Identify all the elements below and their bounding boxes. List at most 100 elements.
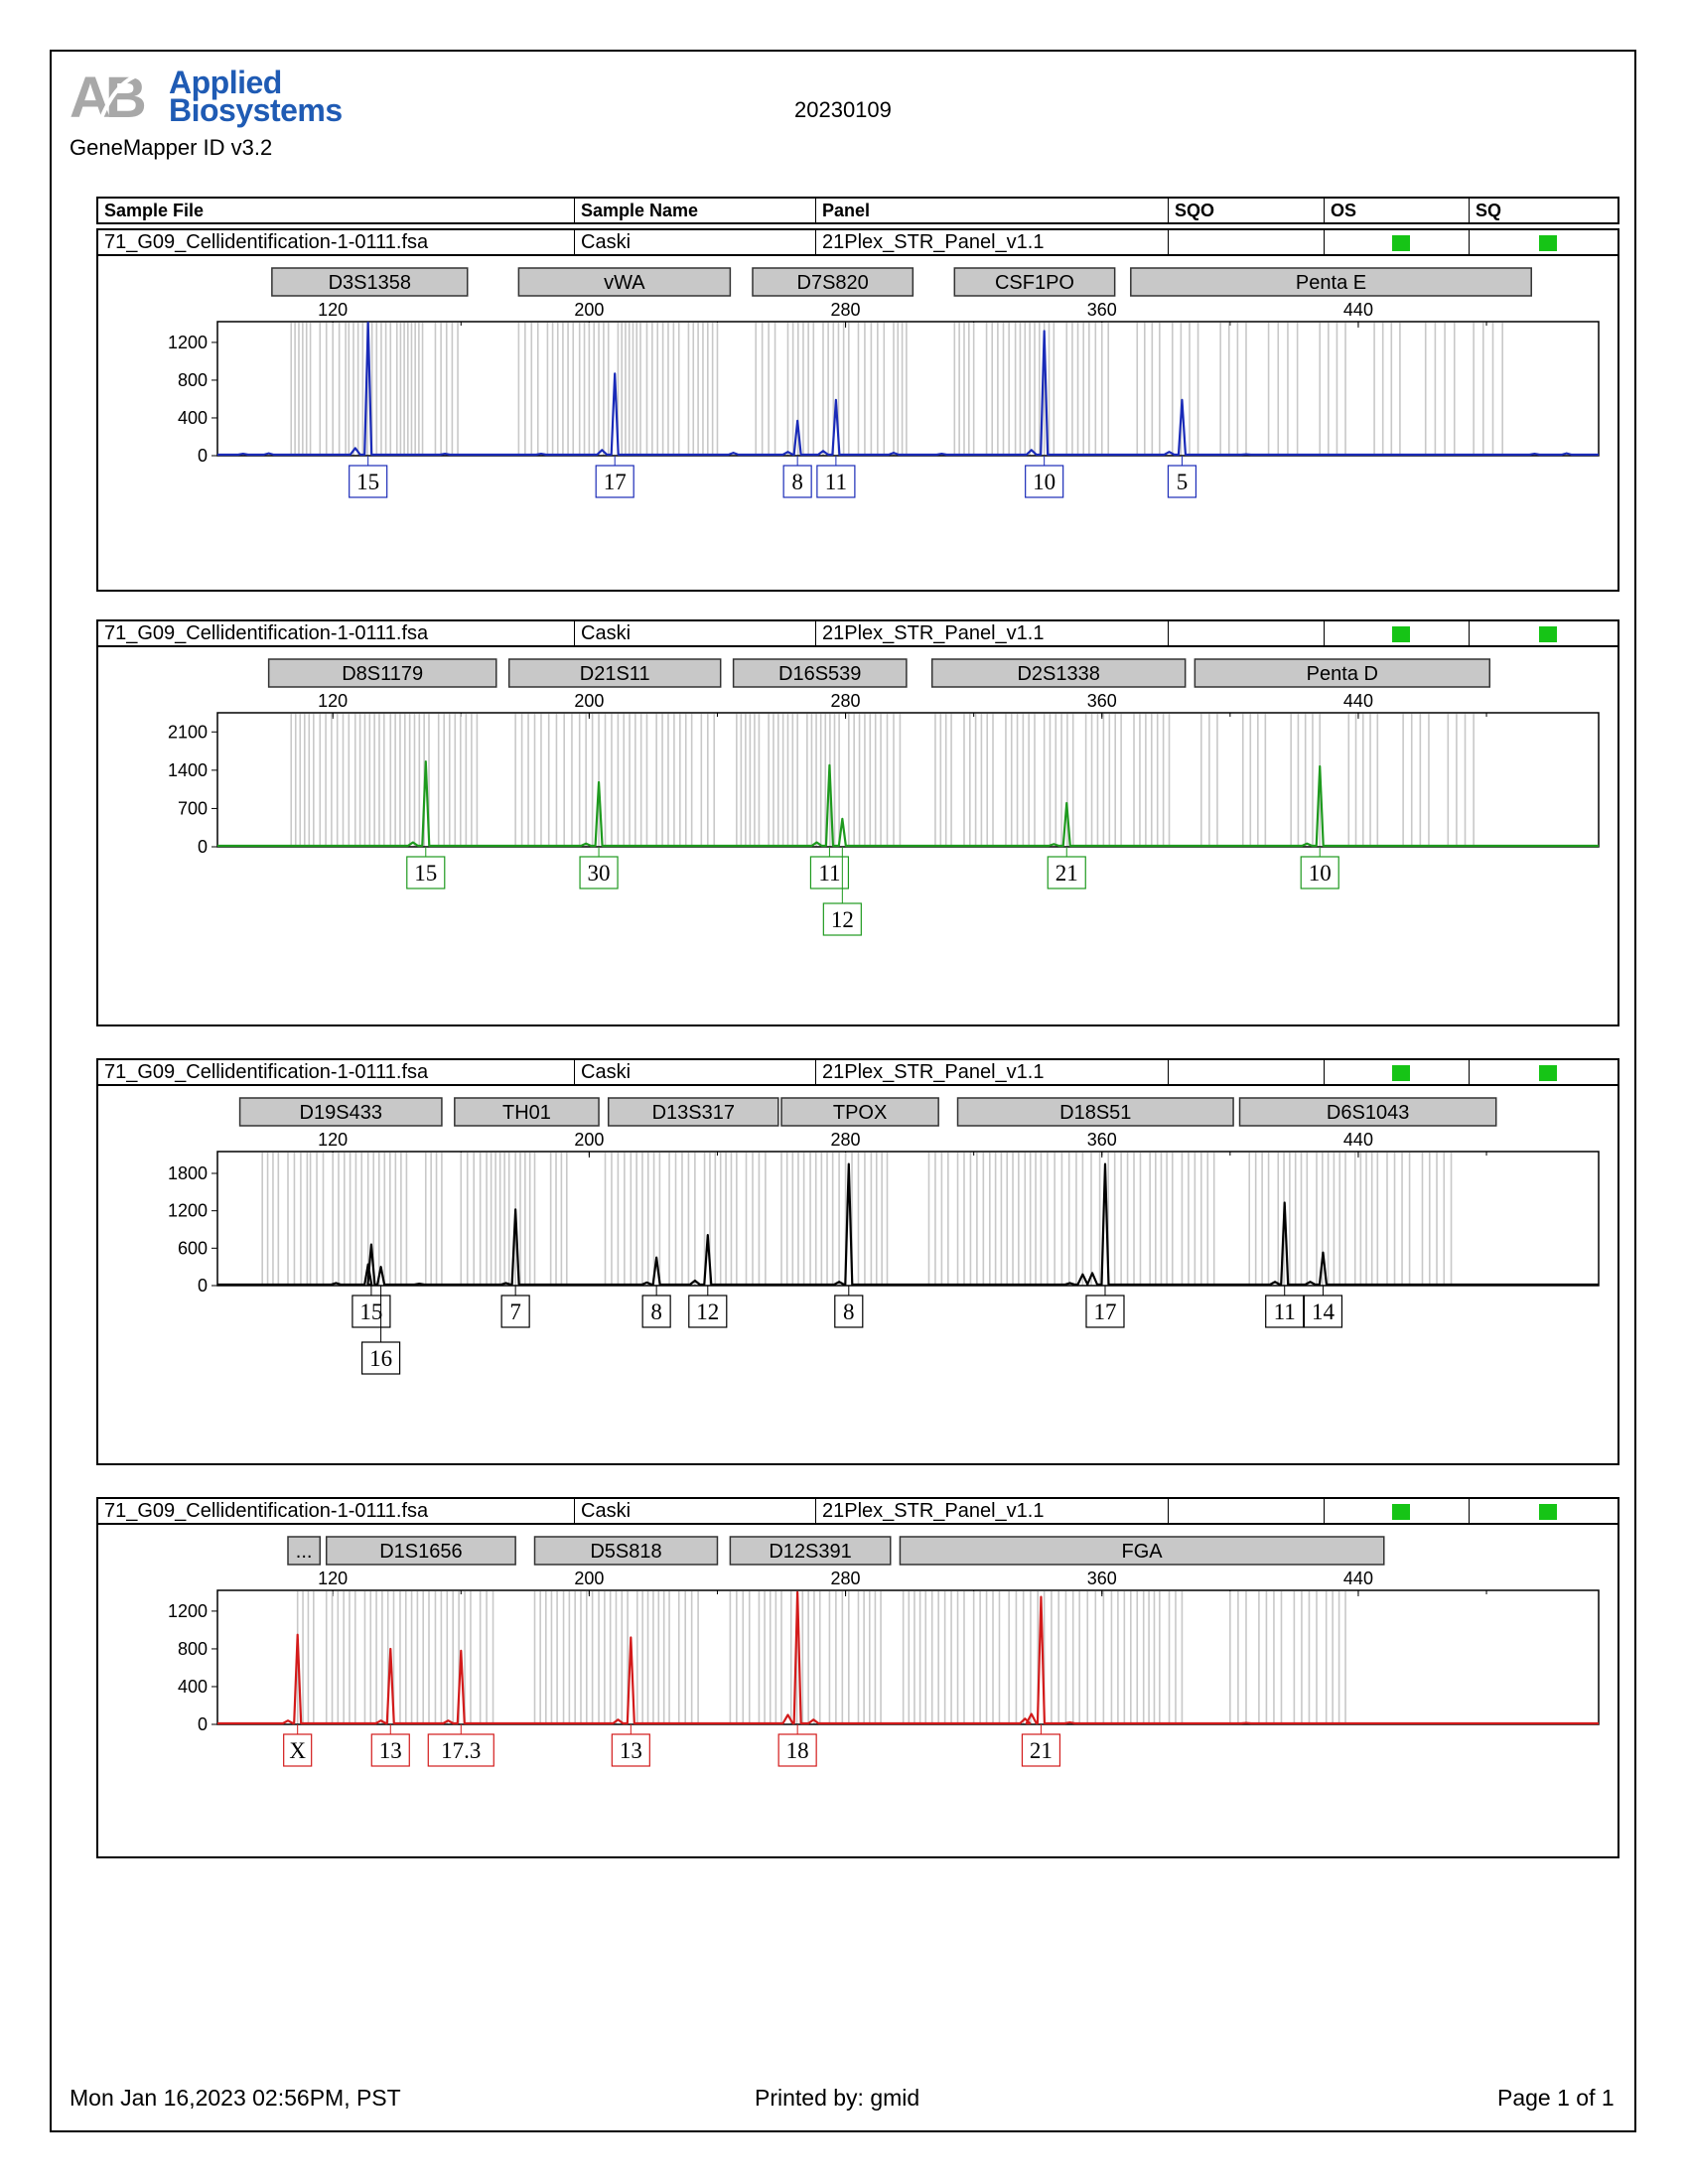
allele-label[interactable]: 17 (595, 456, 634, 498)
sample-name-cell: Caski (574, 230, 815, 254)
svg-text:13: 13 (379, 1738, 402, 1763)
sample-info-row: 71_G09_Cellidentification-1-0111.fsa Cask… (98, 1499, 1618, 1525)
x-tick-label: 120 (318, 691, 348, 711)
allele-label[interactable]: 10 (1300, 847, 1339, 889)
allele-label[interactable]: 15 (352, 1286, 391, 1328)
x-tick-label: 440 (1343, 1130, 1373, 1150)
svg-text:8: 8 (650, 1299, 662, 1324)
marker-penta-d[interactable]: Penta D (1194, 658, 1491, 688)
x-tick-label: 280 (831, 300, 861, 320)
allele-label[interactable]: 11 (1265, 1286, 1305, 1328)
sample-table-header: Sample File Sample Name Panel SQO OS SQ (96, 197, 1619, 224)
y-tick-label: 1800 (168, 1163, 208, 1183)
x-tick-label: 200 (574, 1130, 604, 1150)
x-tick-label: 440 (1343, 1569, 1373, 1588)
svg-text:TH01: TH01 (502, 1102, 551, 1124)
allele-label[interactable]: 14 (1303, 1286, 1343, 1328)
marker-penta-e[interactable]: Penta E (1130, 267, 1532, 297)
panel-3: 71_G09_Cellidentification-1-0111.fsa Cask… (96, 1058, 1619, 1465)
marker-d5s818[interactable]: D5S818 (533, 1536, 719, 1566)
sample-info-row: 71_G09_Cellidentification-1-0111.fsa Cask… (98, 621, 1618, 647)
allele-label[interactable]: 13 (370, 1724, 410, 1767)
allele-label[interactable]: 8 (834, 1286, 864, 1328)
allele-label[interactable]: 18 (777, 1724, 817, 1767)
allele-label[interactable]: 8 (782, 456, 812, 498)
sqo-cell (1168, 230, 1324, 254)
y-tick-label: 1200 (168, 1201, 208, 1221)
allele-label[interactable]: 16 (360, 1286, 401, 1375)
marker-th01[interactable]: TH01 (454, 1097, 600, 1127)
svg-text:7: 7 (509, 1299, 521, 1324)
sq-flag (1539, 1504, 1557, 1520)
x-tick-label: 440 (1343, 691, 1373, 711)
svg-text:14: 14 (1312, 1299, 1336, 1324)
y-tick-label: 0 (198, 1714, 208, 1734)
svg-text:D6S1043: D6S1043 (1327, 1102, 1409, 1124)
marker-d12s391[interactable]: D12S391 (729, 1536, 892, 1566)
svg-text:8: 8 (843, 1299, 855, 1324)
col-sq: SQ (1469, 199, 1618, 222)
allele-label[interactable]: 10 (1025, 456, 1064, 498)
svg-text:11: 11 (825, 470, 847, 494)
svg-text:8: 8 (791, 470, 803, 494)
x-tick-label: 120 (318, 1130, 348, 1150)
marker-d16s539[interactable]: D16S539 (732, 658, 908, 688)
marker-d3s1358[interactable]: D3S1358 (271, 267, 469, 297)
allele-label[interactable]: 13 (611, 1724, 650, 1767)
svg-text:D16S539: D16S539 (778, 663, 861, 685)
marker-d13s317[interactable]: D13S317 (607, 1097, 779, 1127)
marker-d8s1179[interactable]: D8S1179 (267, 658, 497, 688)
os-cell (1324, 230, 1469, 254)
svg-text:10: 10 (1033, 470, 1055, 494)
svg-text:13: 13 (620, 1738, 642, 1763)
footer-date: Mon Jan 16,2023 02:56PM, PST (70, 2085, 401, 2111)
sq-cell (1469, 1499, 1618, 1523)
marker-fga[interactable]: FGA (899, 1536, 1385, 1566)
x-tick-label: 200 (574, 691, 604, 711)
allele-label[interactable]: 5 (1167, 456, 1197, 498)
svg-text:Penta D: Penta D (1307, 663, 1378, 685)
logo-word-biosystems: Biosystems (169, 92, 343, 128)
allele-label[interactable]: 12 (822, 847, 862, 936)
svg-text:15: 15 (414, 861, 437, 886)
marker--[interactable]: ... (287, 1536, 322, 1566)
y-tick-label: 600 (178, 1238, 208, 1258)
allele-label[interactable]: 17.3 (427, 1724, 494, 1767)
y-tick-label: 0 (198, 837, 208, 857)
svg-text:vWA: vWA (604, 272, 645, 294)
marker-tpox[interactable]: TPOX (780, 1097, 939, 1127)
allele-label[interactable]: 21 (1047, 847, 1086, 889)
svg-text:D1S1656: D1S1656 (379, 1541, 462, 1563)
sample-info-row: 71_G09_Cellidentification-1-0111.fsa Cask… (98, 1060, 1618, 1086)
allele-label[interactable]: 15 (349, 456, 388, 498)
allele-label[interactable]: 12 (688, 1286, 728, 1328)
marker-vwa[interactable]: vWA (517, 267, 732, 297)
svg-text:D18S51: D18S51 (1059, 1102, 1131, 1124)
allele-label[interactable]: 21 (1021, 1724, 1061, 1767)
y-tick-label: 400 (178, 1677, 208, 1697)
svg-text:11: 11 (818, 861, 840, 886)
sample-file-cell: 71_G09_Cellidentification-1-0111.fsa (104, 1500, 429, 1522)
allele-label[interactable]: 7 (500, 1286, 530, 1328)
y-tick-label: 1400 (168, 760, 208, 780)
marker-d7s820[interactable]: D7S820 (752, 267, 914, 297)
sq-flag (1539, 1065, 1557, 1081)
allele-label[interactable]: 11 (816, 456, 856, 498)
sq-cell (1469, 230, 1618, 254)
marker-d6s1043[interactable]: D6S1043 (1238, 1097, 1497, 1127)
sq-flag (1539, 235, 1557, 251)
svg-text:17.3: 17.3 (441, 1738, 481, 1763)
y-tick-label: 400 (178, 408, 208, 428)
allele-label[interactable]: 8 (641, 1286, 671, 1328)
panel-4: 71_G09_Cellidentification-1-0111.fsa Cask… (96, 1497, 1619, 1858)
marker-d18s51[interactable]: D18S51 (956, 1097, 1234, 1127)
allele-label[interactable]: 30 (579, 847, 619, 889)
marker-d21s11[interactable]: D21S11 (507, 658, 722, 688)
marker-d2s1338[interactable]: D2S1338 (930, 658, 1187, 688)
allele-label[interactable]: 15 (406, 847, 446, 889)
marker-d19s433[interactable]: D19S433 (238, 1097, 443, 1127)
allele-label[interactable]: 17 (1085, 1286, 1125, 1328)
marker-d1s1656[interactable]: D1S1656 (325, 1536, 516, 1566)
allele-label[interactable]: X (283, 1724, 313, 1767)
marker-csf1po[interactable]: CSF1PO (953, 267, 1116, 297)
